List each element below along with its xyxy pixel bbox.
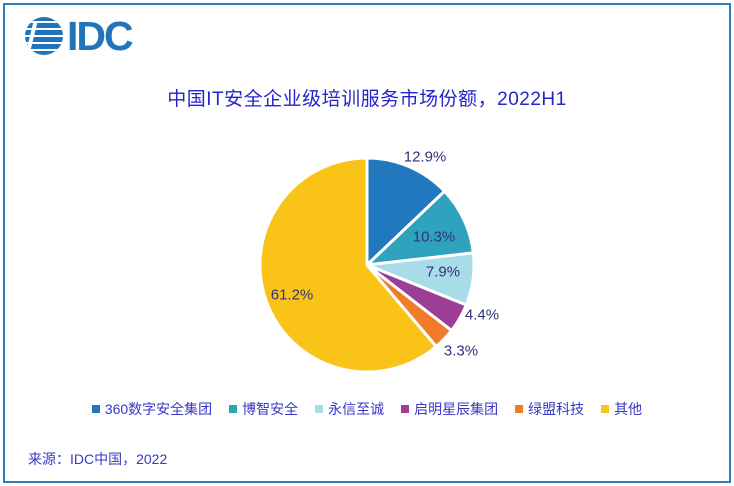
slice-label-3: 4.4% [464, 306, 500, 324]
slice-label-2: 7.9% [425, 263, 461, 281]
idc-globe-icon [25, 17, 63, 55]
legend-label: 永信至诚 [328, 401, 385, 417]
legend-item-4: 绿盟科技 [515, 399, 584, 419]
legend-label: 绿盟科技 [528, 401, 585, 417]
chart-legend: 360数字安全集团 博智安全 永信至诚 启明星辰集团 绿盟科技 其他 [0, 399, 734, 419]
legend-item-5: 其他 [601, 399, 642, 419]
legend-item-3: 启明星辰集团 [401, 399, 498, 419]
legend-label: 其他 [614, 401, 643, 417]
slice-label-0: 12.9% [403, 148, 447, 166]
idc-logo: IDC [24, 13, 134, 59]
legend-marker-icon [315, 405, 324, 413]
legend-item-2: 永信至诚 [315, 399, 384, 419]
legend-label: 启明星辰集团 [414, 401, 499, 417]
slice-label-1: 10.3% [412, 228, 456, 246]
pie-chart [258, 156, 476, 374]
legend-item-1: 博智安全 [229, 399, 298, 419]
chart-title: 中国IT安全企业级培训服务市场份额，2022H1 [167, 89, 567, 110]
slice-label-5: 61.2% [270, 286, 314, 304]
legend-marker-icon [401, 405, 410, 413]
legend-marker-icon [515, 405, 524, 413]
legend-label: 360数字安全集团 [104, 401, 213, 417]
pie-slice-0 [365, 156, 447, 267]
pie-slice-5 [258, 156, 438, 374]
legend-label: 博智安全 [242, 401, 299, 417]
slice-label-4: 3.3% [443, 342, 479, 360]
legend-marker-icon [91, 405, 100, 413]
source-note: 来源：IDC中国，2022 [28, 451, 168, 467]
legend-marker-icon [601, 405, 610, 413]
legend-marker-icon [229, 405, 238, 413]
legend-item-0: 360数字安全集团 [91, 399, 213, 419]
idc-logo-text: IDC [67, 13, 134, 59]
